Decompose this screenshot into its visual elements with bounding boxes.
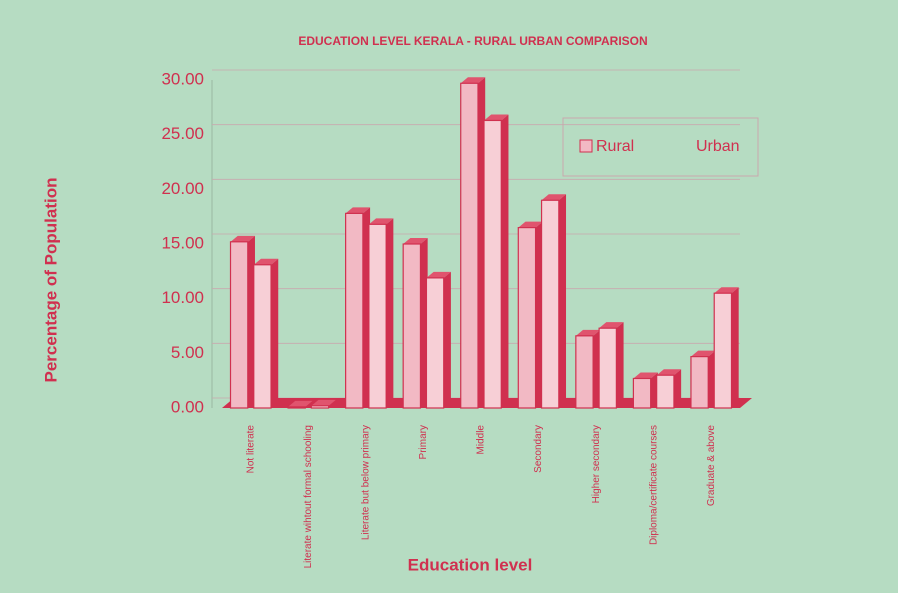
bar-top	[690, 350, 716, 357]
bar-top	[345, 207, 371, 214]
bar-top	[518, 221, 543, 228]
bar-front	[287, 406, 306, 409]
bar-side	[362, 207, 371, 408]
bar-side	[650, 372, 658, 408]
bar-top	[426, 271, 451, 278]
x-tick-label: Not literate	[245, 425, 256, 474]
bar-top	[288, 400, 313, 407]
bar	[229, 235, 255, 409]
bar-front	[310, 405, 330, 409]
bar-front	[656, 374, 675, 409]
bar-top	[253, 258, 279, 265]
bar	[713, 287, 739, 409]
bar-front	[632, 377, 652, 409]
bar	[253, 258, 279, 409]
x-tick-label: Middle	[476, 425, 487, 455]
bar	[310, 399, 336, 409]
x-tick-label: Graduate & above	[706, 425, 717, 507]
bar-top	[599, 322, 624, 329]
bar	[345, 207, 371, 409]
bar-front	[460, 82, 479, 409]
bar-front	[690, 356, 709, 409]
bar-side	[558, 194, 567, 408]
bar-side	[443, 271, 451, 408]
y-tick-label: 15.00	[161, 233, 204, 252]
bar-top	[484, 114, 509, 121]
legend-swatch	[579, 139, 593, 153]
x-tick-label: Diploma/certificate courses	[648, 425, 659, 545]
bar-side	[731, 287, 739, 408]
bar-top	[311, 399, 336, 406]
bar-top	[714, 287, 739, 294]
y-tick-label: 0.00	[171, 397, 204, 416]
bar	[460, 77, 486, 409]
legend-box	[562, 117, 759, 177]
chart-title: EDUCATION LEVEL KERALA - RURAL URBAN COM…	[298, 34, 647, 48]
y-tick-label: 30.00	[161, 69, 204, 88]
bar	[575, 329, 601, 409]
bar	[425, 271, 451, 409]
legend-label: Urban	[696, 138, 740, 155]
bar-side	[420, 238, 428, 408]
bar-front	[483, 119, 502, 409]
bar	[483, 114, 509, 409]
x-tick-label: Literate but below primary	[361, 425, 372, 540]
x-tick-label: Primary	[418, 425, 429, 459]
bar	[287, 400, 313, 409]
bar-side	[593, 329, 601, 408]
bar-front	[345, 212, 364, 409]
x-tick-label: Higher secondary	[591, 425, 602, 503]
bar-side	[708, 350, 716, 408]
y-tick-label: 5.00	[171, 343, 204, 362]
bar-side	[501, 114, 509, 408]
bar-top	[403, 238, 428, 244]
y-tick-label: 25.00	[161, 124, 204, 143]
legend-label: Rural	[596, 138, 634, 155]
bar-front	[229, 241, 249, 409]
bar	[540, 194, 567, 409]
bar	[517, 221, 543, 409]
bar-side	[673, 369, 682, 408]
x-tick-label: Literate wihtout formal schooling	[303, 425, 314, 568]
x-axis-label: Education level	[408, 555, 533, 574]
bar-side	[271, 258, 279, 408]
bar-front	[425, 277, 445, 409]
bar-top	[368, 218, 394, 225]
bar-side	[616, 322, 624, 408]
bar-front	[517, 227, 537, 409]
bar-front	[598, 327, 617, 409]
bar-top	[656, 369, 682, 376]
bar	[656, 369, 682, 409]
bar-top	[541, 194, 567, 201]
bar-side	[535, 221, 543, 408]
bar-front	[402, 243, 422, 409]
bar-top	[575, 329, 601, 336]
bar-front	[575, 335, 594, 409]
bar-top	[230, 235, 255, 242]
bar	[402, 238, 428, 409]
bar	[368, 218, 394, 409]
bar-side	[305, 400, 313, 408]
bar	[690, 350, 716, 409]
bar-front	[253, 264, 272, 409]
bar-front	[540, 199, 560, 409]
bar-side	[328, 399, 336, 408]
bar-top	[460, 77, 486, 84]
y-tick-label: 20.00	[161, 179, 204, 198]
y-tick-label: 10.00	[161, 288, 204, 307]
bar	[632, 372, 658, 409]
x-tick-label: Secondary	[533, 425, 544, 473]
bar-top	[633, 372, 658, 379]
bar-side	[386, 218, 394, 408]
bar	[598, 322, 624, 409]
y-axis-label: Percentage of Population	[41, 178, 60, 383]
bar-front	[368, 223, 387, 409]
bar-front	[713, 292, 733, 409]
